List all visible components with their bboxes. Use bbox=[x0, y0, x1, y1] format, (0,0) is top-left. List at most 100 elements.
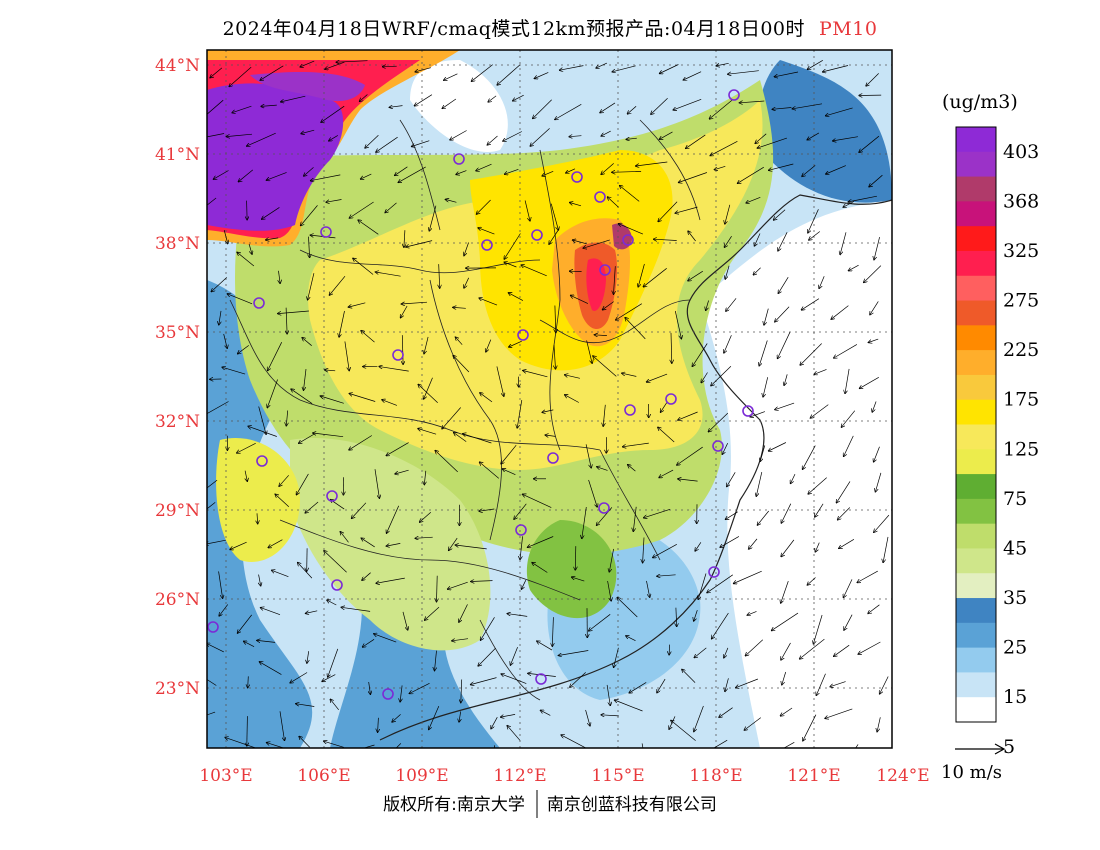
colorbar-label: 45 bbox=[1003, 537, 1027, 559]
wind-arrow bbox=[682, 669, 696, 683]
wind-arrow bbox=[304, 167, 314, 176]
title-variable: PM10 bbox=[819, 18, 878, 40]
wind-arrow bbox=[883, 536, 889, 563]
lon-label: 124°E bbox=[876, 766, 929, 786]
wind-arrow bbox=[609, 548, 614, 572]
wind-arrow bbox=[843, 579, 853, 597]
wind-arrow bbox=[523, 371, 548, 378]
wind-arrow bbox=[807, 577, 816, 586]
wind-arrow bbox=[673, 98, 702, 110]
wind-arrow bbox=[362, 572, 371, 581]
wind-arrow bbox=[453, 307, 466, 308]
colorbar-label: 75 bbox=[1003, 488, 1027, 510]
wind-arrow bbox=[453, 356, 470, 373]
wind-arrow bbox=[775, 306, 790, 322]
wind-arrow bbox=[329, 135, 338, 140]
wind-arrow bbox=[826, 107, 853, 116]
wind-arrow bbox=[738, 166, 764, 183]
city-marker bbox=[547, 452, 559, 464]
wind-arrow bbox=[726, 298, 737, 311]
colorbar-swatch bbox=[956, 374, 996, 401]
wind-arrow bbox=[406, 240, 433, 247]
wind-arrow bbox=[247, 716, 248, 746]
wind-arrow bbox=[774, 71, 799, 77]
wind-arrow bbox=[481, 617, 495, 640]
wind-arrow bbox=[658, 201, 678, 222]
wind-arrow bbox=[257, 513, 258, 523]
wind-arrow bbox=[858, 641, 881, 654]
wind-arrow bbox=[449, 537, 458, 550]
wind-arrow bbox=[387, 505, 400, 533]
wind-arrow bbox=[833, 136, 858, 141]
wind-arrow bbox=[720, 536, 740, 547]
wind-arrow bbox=[866, 73, 879, 86]
colorbar-label: 5 bbox=[1003, 736, 1015, 758]
wind-arrow bbox=[530, 128, 550, 146]
wind-arrow bbox=[248, 426, 277, 437]
wind-arrow bbox=[874, 514, 890, 532]
wind-arrow bbox=[713, 739, 728, 748]
city-marker bbox=[708, 566, 720, 578]
wind-arrow bbox=[844, 435, 854, 457]
wind-arrow bbox=[379, 367, 409, 372]
wind-arrow bbox=[769, 442, 787, 452]
colorbar-swatch bbox=[956, 449, 996, 475]
wind-arrow bbox=[207, 401, 229, 415]
wind-arrow bbox=[772, 612, 799, 631]
wind-arrow bbox=[279, 270, 281, 284]
colorbar-swatch bbox=[956, 201, 996, 227]
wind-arrow bbox=[537, 641, 553, 651]
wind-arrow bbox=[694, 647, 707, 658]
wind-arrow bbox=[600, 102, 616, 113]
wind-arrow bbox=[677, 446, 703, 465]
wind-arrow bbox=[657, 678, 666, 693]
wind-arrow bbox=[859, 135, 880, 152]
wind-arrow bbox=[325, 370, 336, 371]
wind-arrow bbox=[501, 674, 527, 684]
wind-arrow bbox=[585, 444, 591, 468]
wind-arrow bbox=[572, 577, 585, 582]
wind-arrow bbox=[324, 741, 344, 748]
wind-arrow bbox=[641, 743, 644, 748]
wind-arrow bbox=[533, 99, 552, 119]
wind-arrow bbox=[435, 451, 458, 473]
wind-arrow bbox=[528, 536, 554, 548]
wind-arrow bbox=[570, 203, 582, 207]
title-main: 2024年04月18日WRF/cmaq模式12km预报产品:04月18日00时 bbox=[222, 18, 805, 40]
wind-arrow bbox=[755, 133, 767, 144]
wind-arrow bbox=[601, 130, 611, 136]
wind-arrow bbox=[409, 682, 430, 693]
wind-arrow bbox=[302, 338, 312, 346]
wind-arrow bbox=[429, 205, 437, 231]
wind-arrow bbox=[872, 401, 877, 413]
wind-arrow bbox=[692, 343, 708, 367]
wind-arrow bbox=[644, 508, 671, 518]
wind-arrow bbox=[874, 237, 880, 260]
wind-arrow bbox=[459, 711, 461, 722]
wind-arrow bbox=[734, 570, 762, 583]
wind-arrow bbox=[425, 606, 440, 620]
wind-arrow bbox=[229, 66, 252, 86]
wind-arrow bbox=[633, 506, 637, 532]
wind-arrow bbox=[555, 305, 556, 333]
colorbar-swatch bbox=[956, 325, 996, 351]
wind-arrow bbox=[845, 368, 850, 394]
wind-arrow bbox=[207, 479, 218, 489]
wind-arrow bbox=[810, 404, 829, 418]
wind-arrow bbox=[260, 65, 284, 80]
wind-arrow bbox=[694, 705, 704, 732]
wind-arrow bbox=[322, 674, 336, 682]
wind-arrow bbox=[728, 70, 759, 75]
wind-vectors bbox=[207, 60, 890, 748]
wind-arrow bbox=[710, 140, 738, 155]
lat-label: 23°N bbox=[155, 679, 200, 699]
wind-arrow bbox=[838, 507, 851, 520]
wind-arrow bbox=[706, 300, 709, 311]
city-marker bbox=[481, 239, 493, 251]
wind-arrow bbox=[219, 310, 221, 325]
city-marker bbox=[665, 393, 677, 405]
wind-arrow bbox=[382, 400, 398, 406]
wind-arrow bbox=[299, 736, 310, 748]
city-marker bbox=[392, 349, 404, 361]
wind-arrow bbox=[491, 717, 498, 729]
